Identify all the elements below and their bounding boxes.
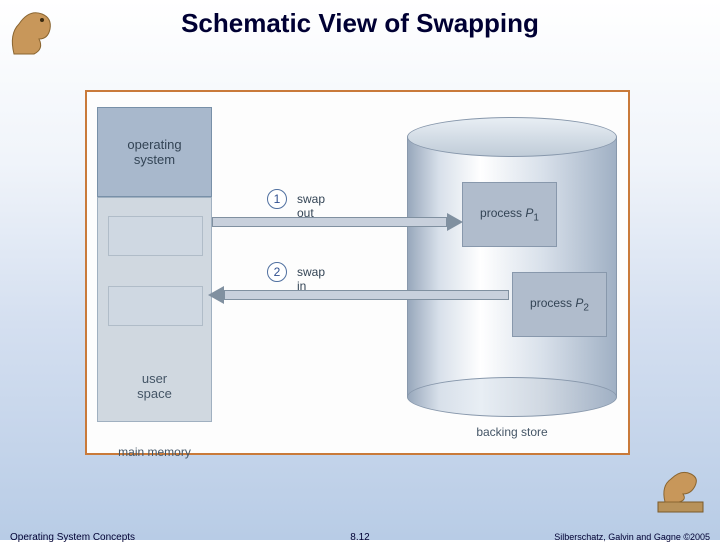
proc-slot-in: [108, 286, 203, 326]
arrow-label-1: swap out: [297, 192, 325, 220]
cylinder-bottom: [407, 377, 617, 417]
arrow-num-2: 2: [267, 262, 287, 282]
backing-store: process P1 process P2 backing store: [407, 117, 617, 407]
os-label: operating system: [127, 137, 181, 167]
arrow-label-2: swap in: [297, 265, 325, 293]
arrow-head-1: [447, 213, 463, 231]
main-memory-caption: main memory: [97, 445, 212, 459]
footer-center: 8.12: [350, 532, 369, 543]
slide-title: Schematic View of Swapping: [0, 0, 720, 39]
process-p1: process P1: [462, 182, 557, 247]
backing-store-caption: backing store: [407, 425, 617, 439]
os-block: operating system: [97, 107, 212, 197]
footer-right: Silberschatz, Galvin and Gagne ©2005: [554, 532, 710, 542]
process-p1-label: process P1: [480, 206, 539, 223]
diagram-frame: operating system user space main memory …: [85, 90, 630, 455]
footer-left: Operating System Concepts: [10, 532, 135, 543]
user-space-block: user space: [97, 197, 212, 422]
user-space-label: user space: [98, 371, 211, 401]
arrow-line-2: [224, 290, 509, 300]
dino-icon: [4, 4, 64, 64]
main-memory: operating system user space main memory: [97, 107, 212, 437]
arrow-num-1: 1: [267, 189, 287, 209]
arrow-line-1: [212, 217, 447, 227]
dino-pedestal-icon: [653, 464, 708, 514]
process-p2-label: process P2: [530, 296, 589, 313]
cylinder-body: [407, 137, 617, 397]
arrow-head-2: [208, 286, 224, 304]
cylinder-top: [407, 117, 617, 157]
process-p2: process P2: [512, 272, 607, 337]
proc-slot-out: [108, 216, 203, 256]
